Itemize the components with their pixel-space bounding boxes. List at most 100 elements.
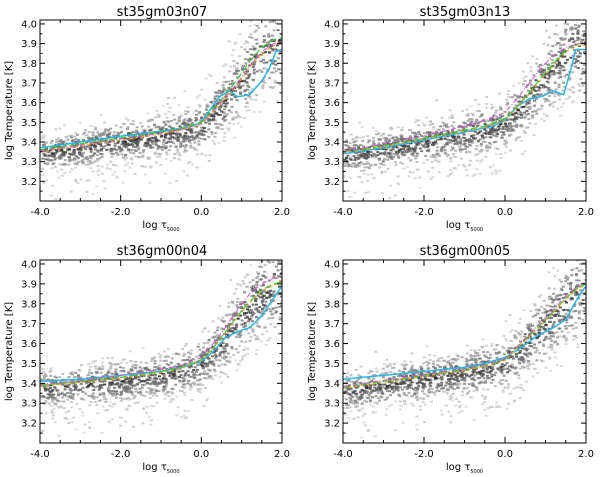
- density-point: [548, 89, 551, 92]
- density-point: [154, 126, 158, 129]
- density-point: [265, 291, 269, 294]
- density-point: [501, 389, 505, 392]
- density-point: [452, 358, 456, 360]
- density-point: [235, 67, 239, 70]
- density-point: [262, 7, 265, 9]
- density-point: [40, 135, 44, 138]
- density-point: [408, 171, 412, 173]
- density-point: [227, 80, 231, 83]
- density-point: [393, 141, 397, 144]
- density-point: [461, 164, 465, 167]
- density-point: [525, 101, 529, 104]
- density-point: [81, 414, 85, 417]
- density-point: [491, 120, 495, 123]
- density-point: [345, 139, 348, 142]
- density-point: [543, 70, 547, 73]
- density-point: [254, 352, 258, 355]
- density-point: [162, 146, 166, 149]
- density-point: [153, 366, 157, 369]
- density-point: [62, 154, 66, 156]
- density-point: [415, 139, 419, 142]
- density-point: [465, 362, 469, 365]
- density-point: [537, 332, 541, 335]
- density-point: [57, 176, 61, 179]
- density-point: [130, 378, 134, 381]
- density-point: [258, 254, 261, 256]
- density-point: [163, 355, 167, 358]
- density-point: [203, 377, 207, 380]
- density-point: [212, 364, 216, 367]
- density-point: [490, 131, 494, 134]
- density-point: [369, 392, 373, 394]
- density-point: [560, 49, 564, 52]
- density-point: [253, 55, 257, 58]
- density-point: [541, 343, 545, 346]
- density-point: [536, 371, 539, 374]
- density-point: [280, 301, 282, 304]
- density-point: [222, 139, 226, 142]
- y-tick-label: 3.8: [324, 59, 340, 70]
- density-point: [68, 156, 72, 158]
- density-point: [553, 33, 557, 36]
- density-point: [178, 376, 181, 378]
- density-point: [464, 125, 468, 128]
- density-point: [178, 125, 182, 128]
- density-point: [535, 57, 539, 60]
- density-point: [167, 363, 171, 366]
- density-point: [263, 275, 267, 278]
- density-point: [252, 71, 256, 74]
- density-point: [76, 375, 80, 378]
- density-point: [134, 146, 137, 148]
- density-point: [78, 408, 82, 411]
- density-point: [423, 375, 427, 378]
- density-point: [582, 64, 586, 67]
- density-point: [98, 380, 102, 383]
- density-point: [153, 376, 157, 379]
- density-point: [218, 304, 222, 307]
- density-point: [235, 111, 239, 114]
- density-point: [371, 126, 375, 129]
- density-point: [171, 136, 174, 139]
- density-point: [162, 143, 166, 146]
- density-point: [266, 0, 269, 2]
- density-point: [43, 154, 47, 157]
- density-point: [87, 378, 91, 381]
- density-point: [184, 131, 188, 134]
- density-point: [53, 386, 57, 389]
- density-point: [253, 47, 257, 50]
- density-point: [368, 394, 372, 397]
- density-point: [483, 120, 487, 123]
- density-point: [557, 61, 561, 64]
- density-point: [390, 367, 394, 370]
- density-point: [569, 2, 572, 4]
- density-point: [366, 173, 370, 176]
- density-point: [206, 397, 210, 400]
- density-point: [147, 375, 151, 378]
- density-point: [165, 141, 169, 144]
- density-point: [239, 91, 243, 94]
- density-point: [388, 184, 392, 187]
- density-point: [183, 386, 186, 389]
- density-point: [128, 382, 132, 385]
- density-point: [495, 131, 499, 134]
- density-point: [127, 388, 131, 391]
- density-point: [376, 392, 380, 394]
- density-point: [559, 114, 563, 117]
- density-point: [507, 111, 511, 114]
- density-point: [499, 153, 503, 156]
- density-point: [485, 96, 489, 98]
- density-point: [527, 368, 531, 370]
- density-point: [178, 135, 182, 138]
- density-point: [547, 77, 551, 80]
- density-point: [163, 398, 167, 401]
- density-point: [481, 135, 484, 138]
- density-point: [76, 134, 79, 136]
- density-point: [140, 386, 144, 389]
- density-point: [183, 146, 187, 149]
- density-point: [240, 310, 244, 313]
- density-point: [375, 133, 379, 136]
- density-point: [411, 131, 415, 134]
- density-point: [86, 374, 90, 377]
- density-point: [439, 131, 443, 134]
- density-point: [531, 55, 535, 58]
